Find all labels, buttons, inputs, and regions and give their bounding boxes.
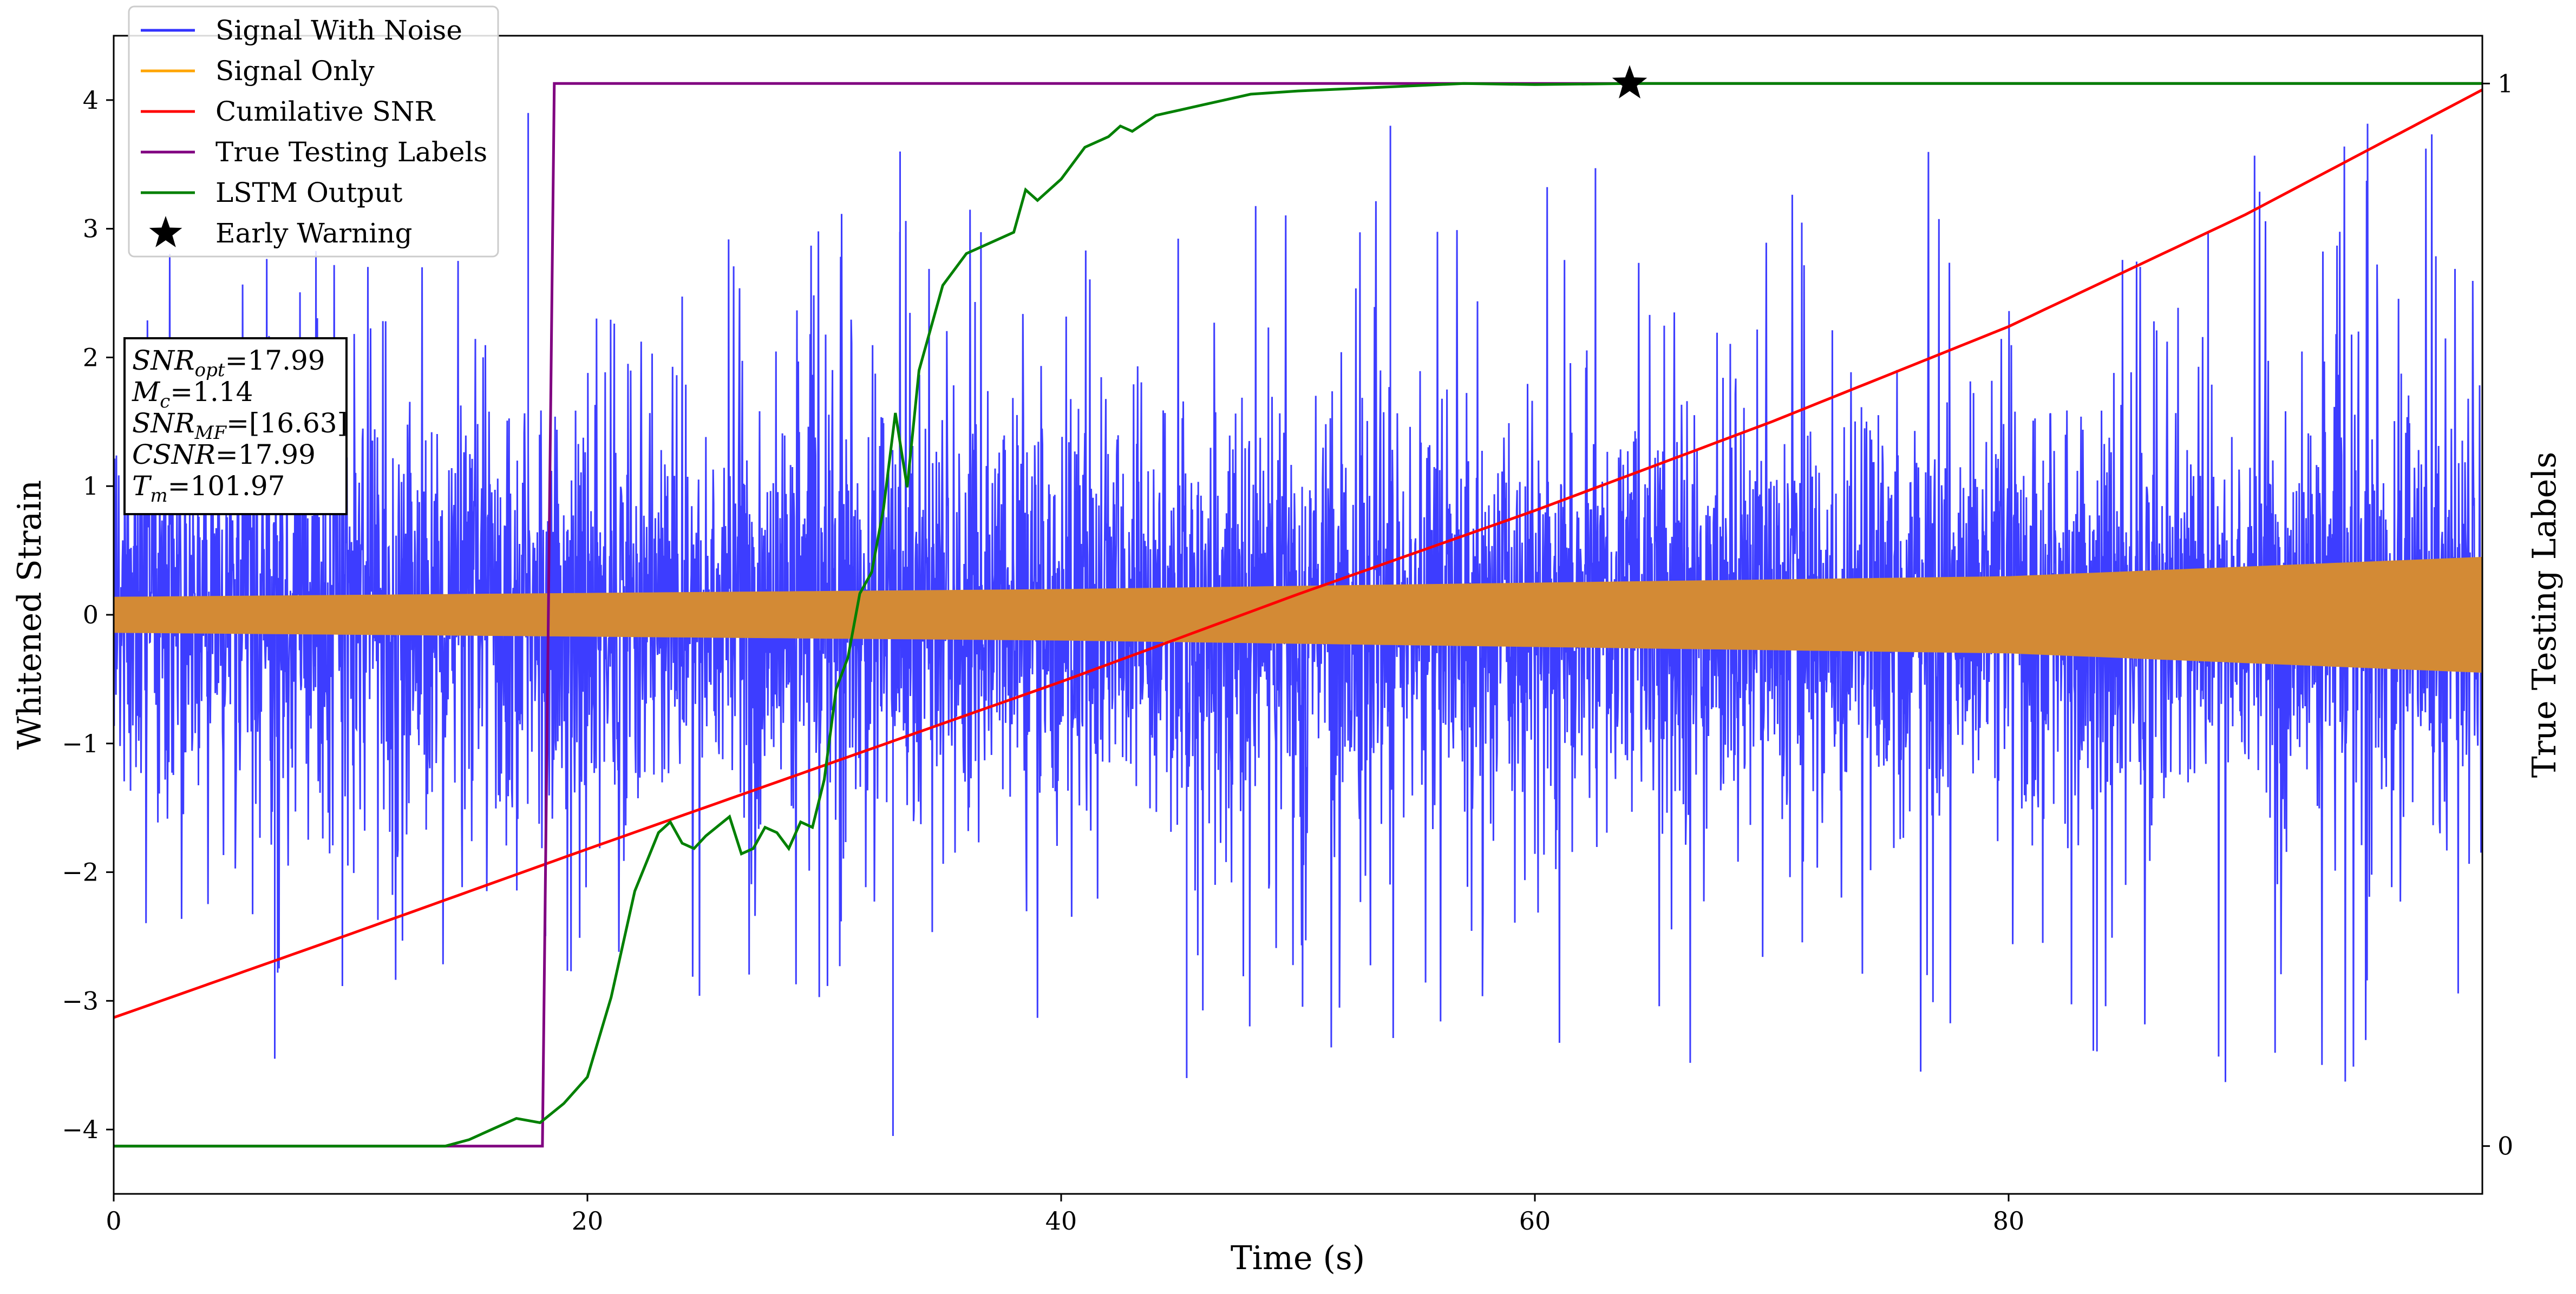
x-axis-label: Time (s) [1231, 1239, 1365, 1277]
legend-label: True Testing Labels [215, 136, 487, 168]
y-axis-label: Whitened Strain [11, 480, 49, 750]
y-tick-label: −4 [62, 1115, 99, 1144]
marker-early-warning [1612, 65, 1647, 98]
annotation-box: SNRopt=17.99Mc=1.14SNRMF=[16.63]CSNR=17.… [123, 337, 348, 515]
series-layer [114, 82, 2482, 1148]
x-tick-label: 40 [1045, 1206, 1077, 1236]
legend: Signal With Noise Signal Only Cumilative S… [128, 5, 499, 258]
annotation-line: Tm=101.97 [132, 470, 285, 507]
annotation-line: SNRMF=[16.63] [132, 408, 348, 444]
x-tick-label: 60 [1519, 1206, 1551, 1236]
legend-label: Signal With Noise [215, 15, 462, 46]
series-signal-with-noise [114, 113, 2482, 1136]
y-tick-label: 2 [83, 343, 99, 372]
legend-label: Early Warning [215, 218, 413, 249]
y2-tick-label: 0 [2497, 1132, 2513, 1161]
y-tick-label: −3 [62, 986, 99, 1015]
y-tick-label: 1 [83, 471, 99, 501]
y-tick-label: −2 [62, 858, 99, 887]
annotation-line: Mc=1.14 [132, 376, 253, 412]
plot-area [113, 35, 2483, 1195]
y-tick-label: 4 [83, 86, 99, 115]
x-tick-label: 20 [572, 1206, 604, 1236]
series-signal-only [114, 557, 2482, 673]
y-tick-label: −1 [62, 729, 99, 758]
legend-frame [128, 5, 499, 258]
legend-swatch [149, 216, 182, 247]
legend-label: Signal Only [215, 55, 375, 87]
y2-axis-label: True Testing Labels [2526, 452, 2564, 778]
series-cumilative-snr [114, 88, 2482, 1019]
y-tick-label: 3 [83, 214, 99, 244]
legend-label: LSTM Output [215, 177, 402, 208]
series-lstm-output [114, 82, 2482, 1148]
legend-label: Cumilative SNR [215, 96, 435, 127]
y-tick-label: 0 [83, 600, 99, 629]
annotation-line: CSNR=17.99 [132, 439, 316, 470]
annotation-line: SNRopt=17.99 [132, 345, 325, 381]
x-tick-label: 80 [1993, 1206, 2025, 1236]
annotation-frame [123, 337, 348, 515]
x-tick-label: 0 [106, 1206, 121, 1236]
y2-tick-label: 1 [2497, 69, 2513, 98]
